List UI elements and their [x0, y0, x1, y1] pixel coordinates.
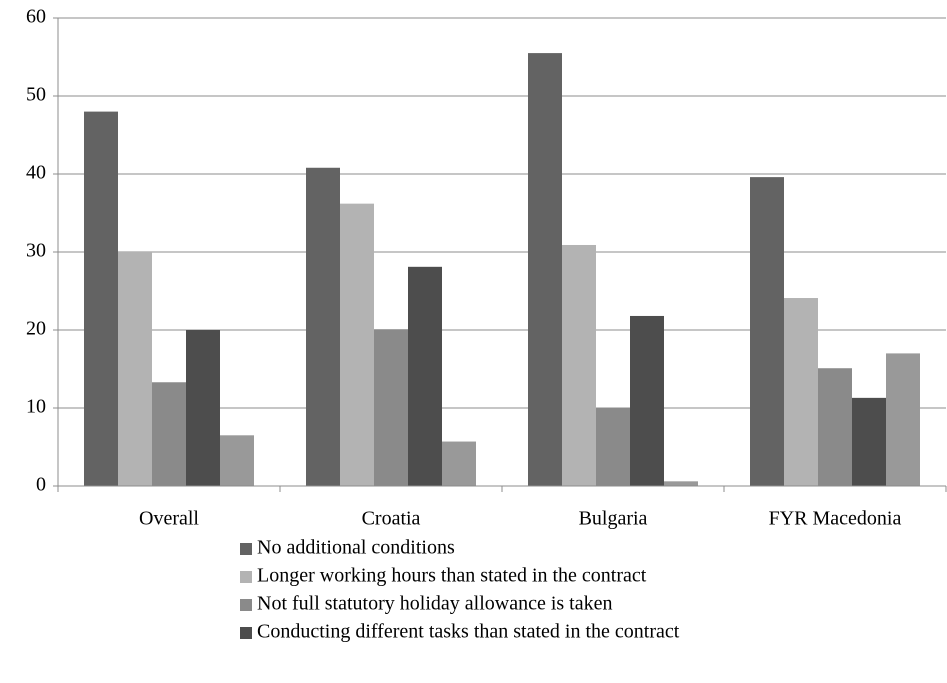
legend-swatch [240, 543, 252, 555]
bar [596, 408, 630, 486]
legend-label: No additional conditions [257, 537, 455, 559]
y-tick-label: 60 [26, 6, 46, 28]
y-tick-label: 0 [36, 474, 46, 496]
bar [630, 315, 664, 486]
y-tick-label: 20 [26, 318, 46, 340]
bar [84, 111, 118, 486]
x-tick-label: Croatia [362, 508, 421, 530]
bar [408, 266, 442, 486]
x-tick-label: FYR Macedonia [769, 508, 902, 530]
legend-swatch [240, 571, 252, 583]
y-tick-label: 40 [26, 162, 46, 184]
legend-swatch [240, 627, 252, 639]
y-tick-label: 50 [26, 84, 46, 106]
bar [340, 203, 374, 486]
bar [664, 481, 698, 486]
legend-label: Longer working hours than stated in the … [257, 565, 647, 587]
legend-label: Conducting different tasks than stated i… [257, 621, 680, 643]
bar [186, 330, 220, 486]
bar [306, 167, 340, 486]
y-tick-label: 10 [26, 396, 46, 418]
bar [152, 382, 186, 486]
y-tick-label: 30 [26, 240, 46, 262]
bar [374, 329, 408, 486]
bar [220, 435, 254, 486]
bar [750, 177, 784, 486]
bar [442, 441, 476, 486]
bar [818, 368, 852, 486]
bar [784, 298, 818, 486]
legend-label: Not full statutory holiday allowance is … [257, 593, 612, 615]
bar [852, 397, 886, 486]
x-tick-label: Overall [139, 508, 199, 530]
bar [528, 53, 562, 486]
bar [886, 353, 920, 486]
bar [118, 252, 152, 486]
bar [562, 244, 596, 486]
x-tick-label: Bulgaria [579, 508, 648, 530]
legend-swatch [240, 599, 252, 611]
